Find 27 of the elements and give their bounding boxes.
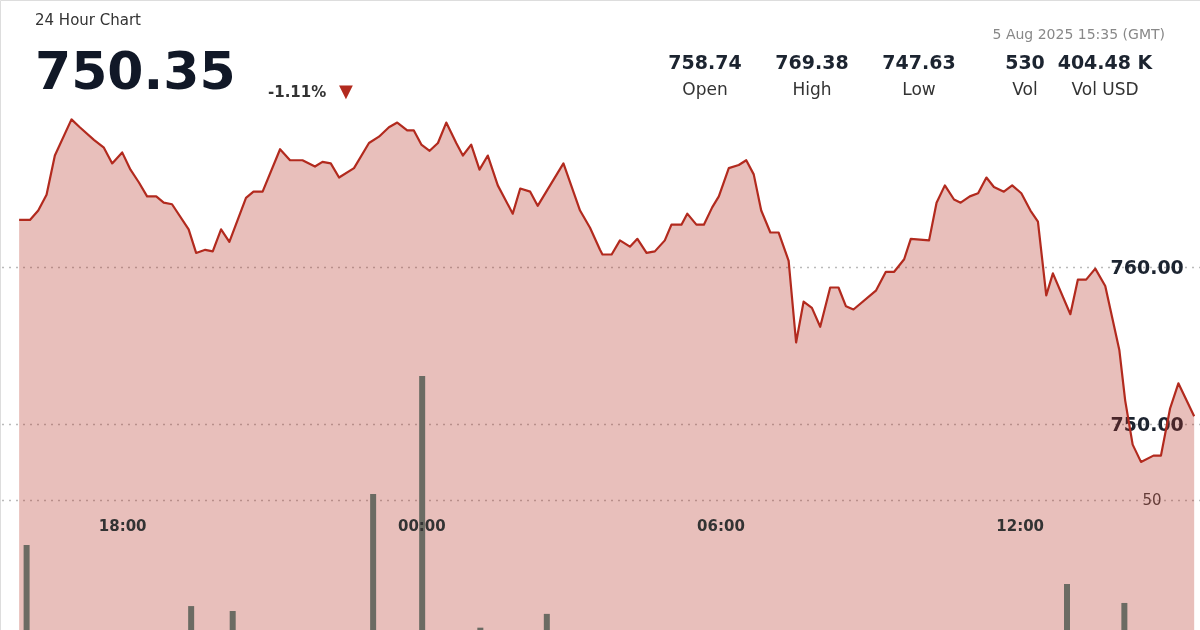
text: 24 Hour Chart xyxy=(35,11,142,29)
x-tick-label: 18:00 xyxy=(98,516,147,535)
bar xyxy=(370,494,377,630)
annotation: 758.74 xyxy=(668,51,742,73)
annotation: 747.63 xyxy=(882,51,956,73)
annotation: 404.48 K xyxy=(1057,51,1154,73)
bar xyxy=(543,613,550,630)
annotation: 5 Aug 2025 15:35 (GMT) xyxy=(992,26,1165,42)
y-tick-label: 760.00 xyxy=(1110,255,1184,278)
annotation: 530 xyxy=(1005,51,1045,73)
annotation: -1.11% xyxy=(268,83,327,101)
annotation: 769.38 xyxy=(775,51,849,73)
bar xyxy=(188,606,195,630)
annotation: 750.35 xyxy=(35,41,236,101)
y2-tick-label: 50 xyxy=(1142,491,1162,510)
annotation: Low xyxy=(902,79,936,99)
annotation: Vol xyxy=(1012,79,1038,99)
bar xyxy=(229,611,236,630)
annotation: ▼ xyxy=(339,80,354,101)
annotation: High xyxy=(792,79,832,99)
x-tick-label: 06:00 xyxy=(697,516,745,535)
x-tick-label: 12:00 xyxy=(996,516,1045,535)
annotation: Open xyxy=(682,79,728,99)
annotation: Vol USD xyxy=(1071,79,1139,99)
bar xyxy=(1064,583,1071,630)
bar xyxy=(23,544,30,630)
bar xyxy=(1121,602,1128,630)
